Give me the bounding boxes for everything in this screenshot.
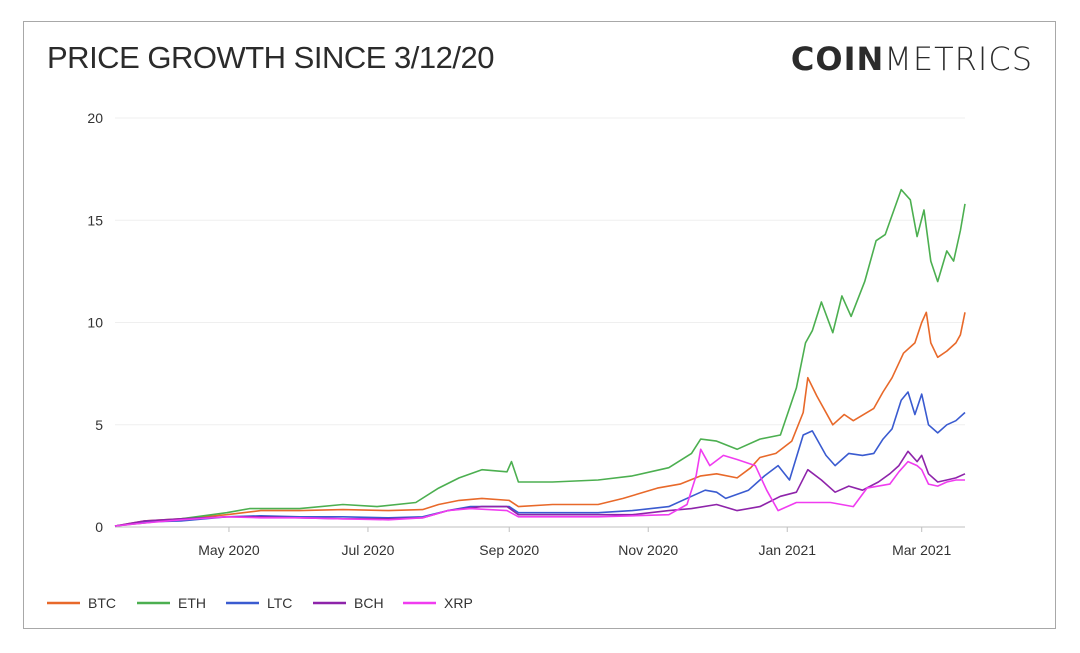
y-tick-label: 0 [95,519,103,535]
legend: BTC ETH LTC BCH XRP [47,595,473,611]
legend-label-bch: BCH [354,595,384,611]
legend-label-ltc: LTC [267,595,292,611]
x-tick-label: Mar 2021 [892,542,951,558]
y-tick-label: 5 [95,417,103,433]
series-line-eth [114,188,966,527]
x-tick-label: Jul 2020 [341,542,394,558]
x-tick-label: Sep 2020 [479,542,539,558]
y-tick-label: 10 [87,315,103,331]
coinmetrics-logo: COINMETRICS [791,40,1033,78]
x-tick-label: Nov 2020 [618,542,678,558]
series-line-xrp [114,448,965,527]
chart-title: PRICE GROWTH SINCE 3/12/20 [47,40,494,75]
series-lines [114,188,966,527]
y-axis: 0 5 10 15 20 [87,110,103,535]
x-tick-label: May 2020 [198,542,260,558]
chart-card: PRICE GROWTH SINCE 3/12/20 COINMETRICS [23,21,1056,629]
x-tick-label: Jan 2021 [758,542,816,558]
legend-label-eth: ETH [178,595,206,611]
gridlines [115,117,965,528]
series-line-btc [114,311,966,527]
logo-bold-text: COIN [790,40,885,78]
legend-label-btc: BTC [88,595,116,611]
y-tick-label: 15 [87,212,103,228]
y-tick-label: 20 [87,110,103,126]
legend-label-xrp: XRP [444,595,473,611]
x-axis: May 2020 Jul 2020 Sep 2020 Nov 2020 Jan 2021… [198,527,951,558]
series-line-ltc [114,391,966,527]
logo-light-text: METRICS [884,40,1033,78]
